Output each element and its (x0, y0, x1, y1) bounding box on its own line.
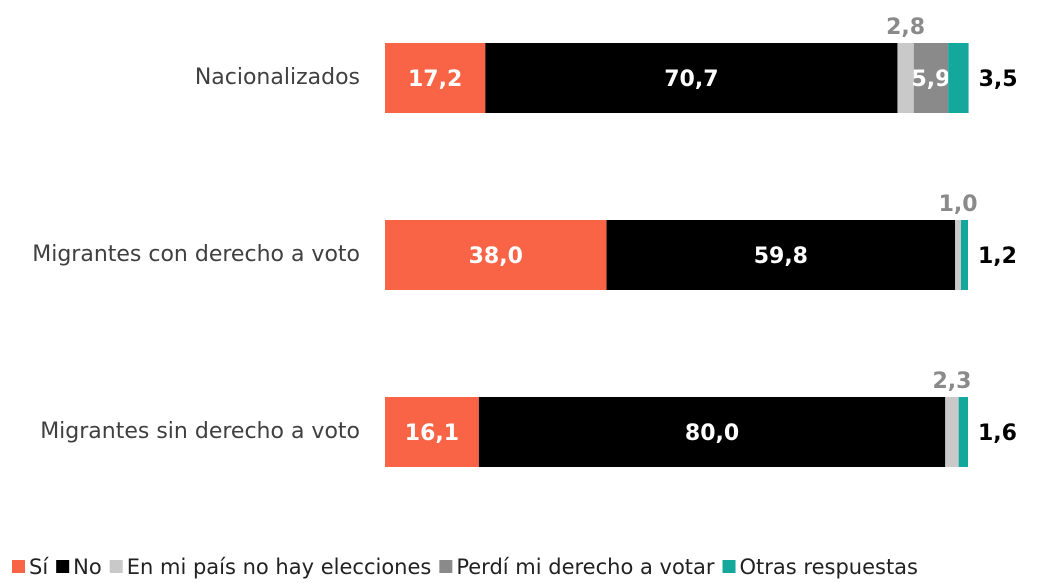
bar-segment (961, 220, 968, 290)
legend-swatch (56, 560, 70, 573)
bar-segment (958, 397, 968, 467)
bar-segment (913, 43, 949, 113)
bar-segment (955, 220, 962, 290)
bar-segment (478, 397, 946, 467)
legend-label: En mi país no hay elecciones (127, 555, 432, 579)
value-label: 2,8 (886, 15, 925, 40)
value-label: 17,2 (408, 67, 462, 92)
legend-label: Perdí mi derecho a votar (456, 555, 715, 579)
bar-segment (385, 43, 486, 113)
legend-label: Otras respuestas (740, 555, 918, 579)
value-label: 1,0 (939, 192, 978, 217)
value-label: 16,1 (405, 421, 459, 446)
bar-segment (945, 397, 959, 467)
legend-swatch (109, 560, 123, 573)
value-label: 1,2 (978, 244, 1017, 269)
value-label: 38,0 (469, 244, 523, 269)
value-label: 2,3 (932, 369, 971, 394)
bar-segment (948, 43, 969, 113)
value-label: 1,6 (978, 421, 1017, 446)
legend-label: Sí (29, 555, 49, 579)
bar-segment (485, 43, 898, 113)
value-label: 3,5 (979, 67, 1018, 92)
legend-swatch (439, 560, 453, 573)
category-label: Migrantes sin derecho a voto (40, 419, 360, 444)
value-label: 70,7 (664, 67, 718, 92)
legend-label: No (73, 555, 102, 579)
legend-swatch (722, 560, 736, 573)
category-label: Migrantes con derecho a voto (32, 242, 360, 267)
bar-segment (385, 220, 607, 290)
bar-segment (606, 220, 956, 290)
bar-segment (897, 43, 914, 113)
value-label: 59,8 (754, 244, 808, 269)
category-label: Nacionalizados (195, 65, 360, 90)
legend-swatch (12, 560, 25, 573)
bar-segment (385, 397, 479, 467)
value-label: 80,0 (685, 421, 739, 446)
value-label: 5,9 (911, 67, 950, 92)
